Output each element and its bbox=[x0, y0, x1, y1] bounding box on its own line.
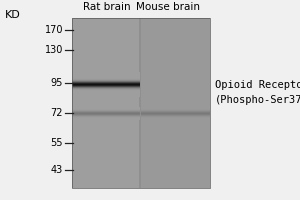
Text: 130: 130 bbox=[45, 45, 63, 55]
Text: KD: KD bbox=[5, 10, 21, 20]
Text: 43: 43 bbox=[51, 165, 63, 175]
Text: 72: 72 bbox=[50, 108, 63, 118]
Bar bbox=[72, 18, 210, 188]
Text: Rat brain: Rat brain bbox=[83, 2, 131, 12]
Text: Opioid Receptor: Opioid Receptor bbox=[215, 80, 300, 90]
Text: 95: 95 bbox=[51, 78, 63, 88]
Text: Mouse brain: Mouse brain bbox=[136, 2, 200, 12]
Text: 55: 55 bbox=[50, 138, 63, 148]
Text: 170: 170 bbox=[44, 25, 63, 35]
Text: (Phospho-Ser375): (Phospho-Ser375) bbox=[215, 95, 300, 105]
